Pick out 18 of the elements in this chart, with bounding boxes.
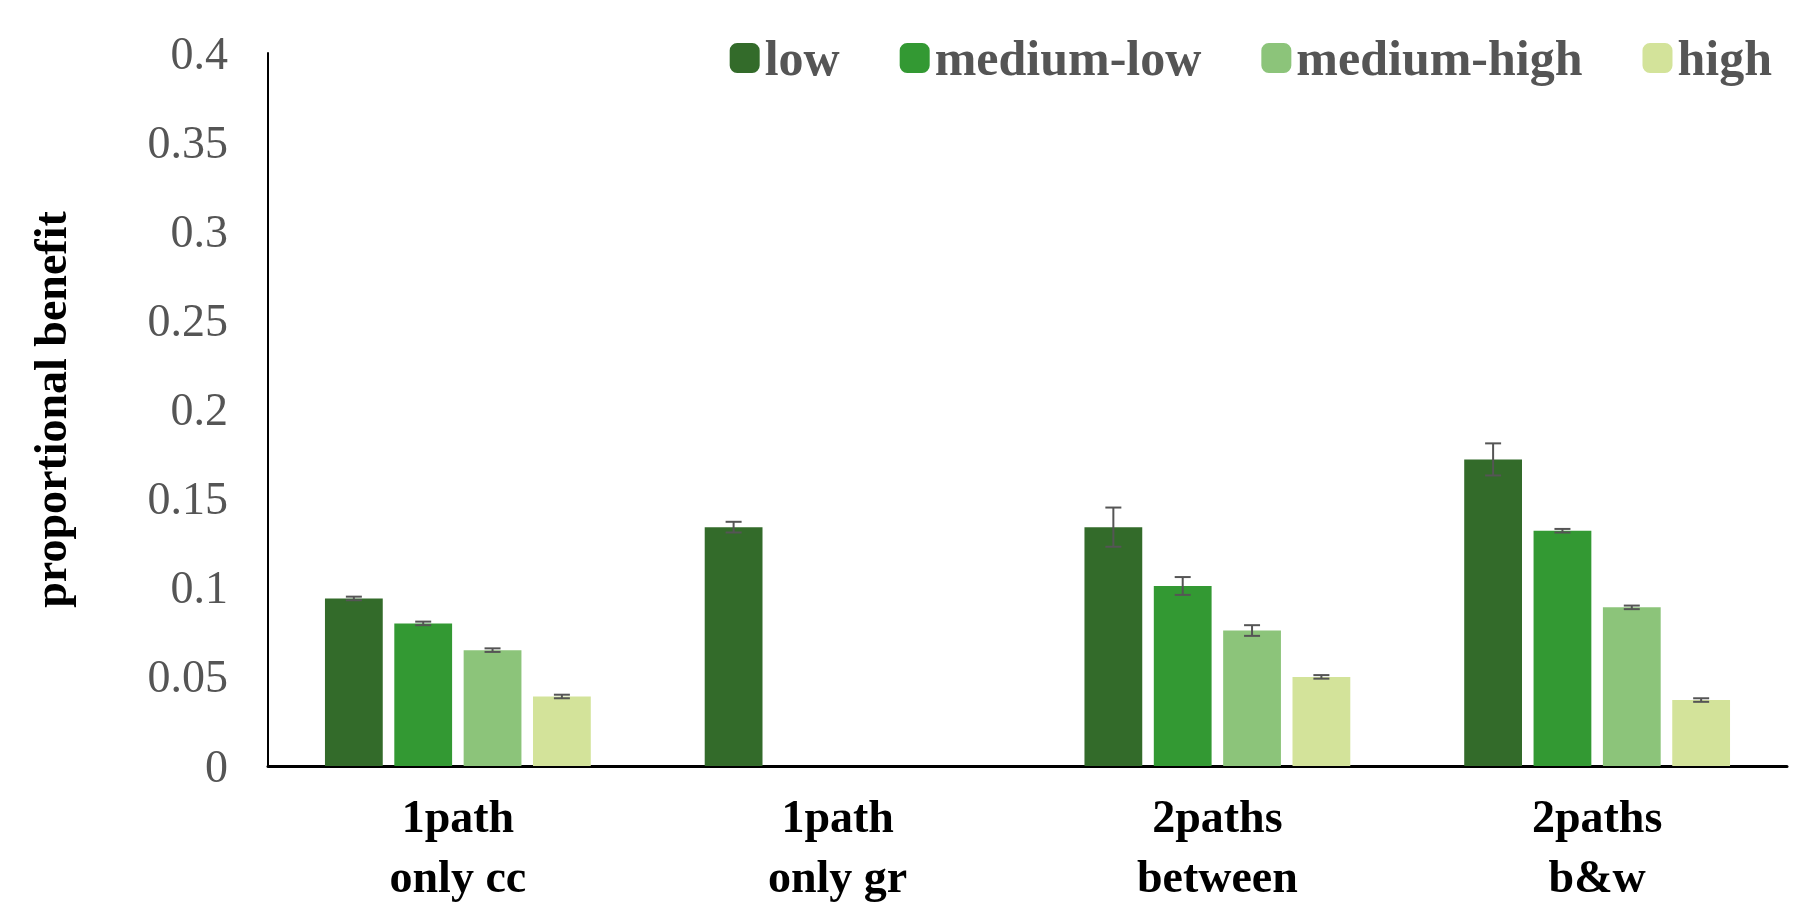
legend-label: low [764,30,840,86]
y-tick-label: 0.1 [170,562,228,614]
x-tick-label: 1path only cc [389,790,527,902]
legend-label: medium-high [1296,30,1583,86]
y-tick-label: 0.25 [147,294,228,346]
y-tick-label: 0.4 [170,27,228,79]
x-tick-label: 1path only gr [767,790,908,902]
y-tick-label: 0.35 [147,116,228,168]
y-tick-label: 0.3 [170,205,228,257]
y-tick-label: 0.05 [147,651,228,703]
x-tick-label: 2paths between [1136,790,1298,902]
legend-label: high [1677,30,1773,86]
y-tick-label: 0.15 [147,473,228,525]
y-axis-title: proportional benefit [24,210,76,608]
x-tick-label: 2paths b&w [1531,790,1663,902]
y-tick-label: 0.2 [170,384,228,435]
legend-label: medium-low [934,30,1202,86]
y-tick-label: 0 [205,740,228,792]
